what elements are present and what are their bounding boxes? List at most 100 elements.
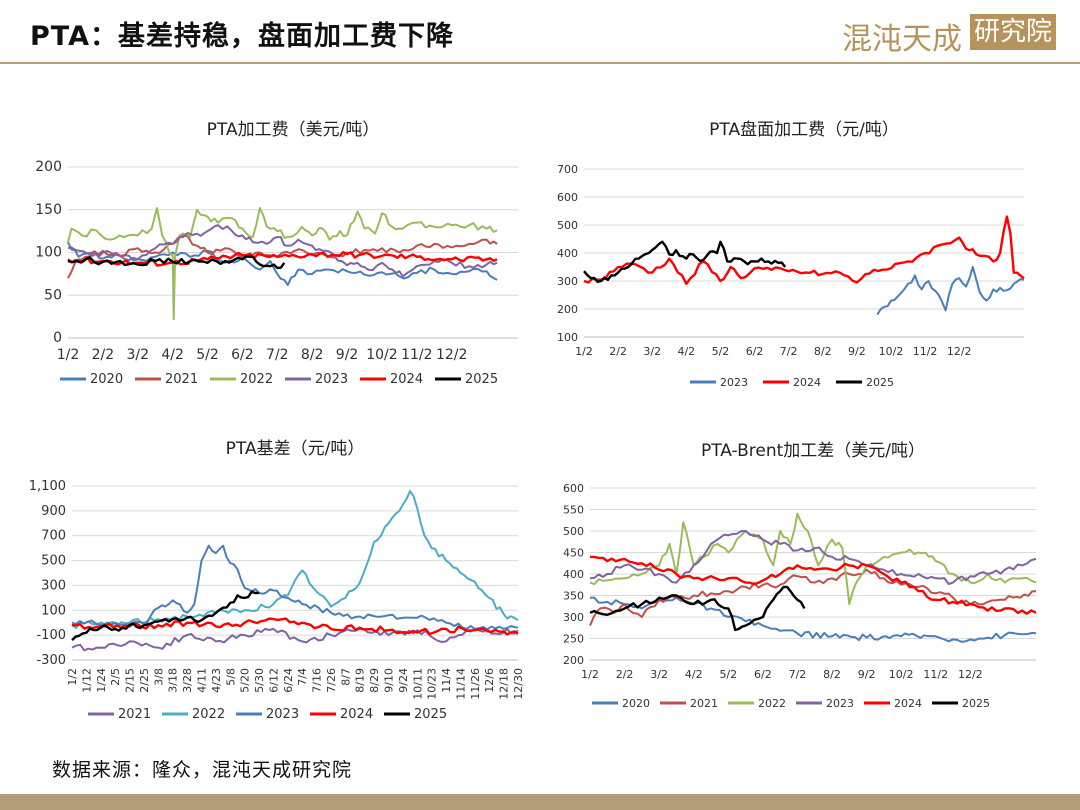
y-tick-label: 300 [557, 275, 578, 288]
legend-label: 2025 [465, 372, 498, 387]
series-line-2021 [67, 234, 498, 279]
x-tick-label: 5/2 [196, 347, 219, 363]
logo-box-text: 研究院 [970, 14, 1056, 50]
chart-processing-fee-usd: PTA加工费（美元/吨） 0 50 100 150 200 1/2 2/2 3/2 4/2 5/2 6… [0, 110, 540, 400]
x-tick-label: 1/2 [581, 668, 599, 681]
y-tick-label: 450 [563, 547, 584, 560]
legend-label: 2023 [720, 376, 748, 389]
y-tick-label: 200 [563, 654, 584, 667]
y-tick-label: 400 [563, 568, 584, 581]
series-line-2024 [67, 251, 498, 267]
series-line-2021 [71, 627, 519, 652]
x-tick-label: 8/2 [814, 345, 832, 358]
x-tick-label: 6/2 [231, 347, 254, 363]
data-source-note: 数据来源：隆众，混沌天成研究院 [52, 759, 353, 781]
y-tick-label: 400 [557, 247, 578, 260]
legend-label: 2023 [266, 707, 299, 722]
y-tick-label: 200 [35, 159, 62, 175]
legend-label: 2024 [793, 376, 821, 389]
x-tick-label: 6/12 [267, 668, 280, 693]
x-tick-label: 6/2 [754, 668, 772, 681]
y-tick-label: 600 [563, 482, 584, 495]
logo-text: 混沌天成 [842, 22, 962, 57]
x-tick-label: 1/2 [66, 668, 79, 686]
x-tick-label: 1/2 [57, 347, 80, 363]
y-tick-label: 1,100 [29, 479, 66, 494]
x-tick-label: 4/2 [161, 347, 184, 363]
legend-label: 2023 [315, 372, 348, 387]
series-line-2023 [876, 266, 1025, 316]
chart-futures-processing-fee: PTA盘面加工费（元/吨） 100 200 300 400 500 600 700 1/2 2/2… [540, 110, 1080, 400]
x-tick-label: 5/2 [719, 668, 737, 681]
y-tick-label: 700 [557, 163, 578, 176]
x-tick-label: 2/2 [609, 345, 627, 358]
x-tick-label: 3/2 [643, 345, 661, 358]
legend-label: 2021 [690, 697, 718, 710]
legend-label: 2021 [118, 707, 151, 722]
x-tick-label: 10/2 [366, 347, 397, 363]
series-line-2023 [71, 544, 519, 631]
legend-label: 2024 [390, 372, 423, 387]
x-tick-label: 8/7 [339, 668, 352, 686]
x-tick-label: 7/26 [325, 668, 338, 693]
x-tick-label: 5/8 [224, 668, 237, 686]
y-tick-label: 100 [35, 245, 62, 261]
series-line-2025 [67, 255, 286, 270]
chart-brent-spread: PTA-Brent加工差（美元/吨） 200 250 300 350 400 450 500 5… [540, 430, 1080, 730]
x-tick-label: 3/28 [181, 668, 194, 693]
x-tick-label: 12/2 [436, 347, 467, 363]
y-tick-label: 100 [557, 331, 578, 344]
chart-title: PTA加工费（美元/吨） [207, 120, 380, 140]
y-tick-label: 300 [41, 578, 66, 593]
y-tick-label: 150 [35, 202, 62, 218]
x-tick-label: 9/10 [383, 668, 396, 693]
x-tick-label: 2/15 [124, 668, 137, 693]
y-tick-label: 500 [563, 525, 584, 538]
x-tick-label: 7/4 [296, 668, 309, 686]
x-tick-label: 7/2 [266, 347, 289, 363]
x-tick-label: 1/24 [95, 668, 108, 693]
y-tick-label: 600 [557, 191, 578, 204]
x-tick-label: 4/11 [195, 668, 208, 693]
x-tick-label: 9/2 [848, 345, 866, 358]
x-tick-label: 10/11 [411, 668, 424, 700]
chart-title: PTA基差（元/吨） [226, 439, 365, 459]
x-tick-label: 8/29 [368, 668, 381, 693]
x-tick-label: 2/2 [92, 347, 115, 363]
x-tick-label: 5/20 [239, 668, 252, 693]
chart-title: PTA盘面加工费（元/吨） [709, 120, 899, 140]
y-tick-label: 350 [563, 590, 584, 603]
series-line-2024 [583, 215, 1025, 285]
x-tick-label: 11/4 [440, 668, 453, 693]
x-tick-label: 10/2 [879, 345, 904, 358]
x-tick-label: 3/18 [167, 668, 180, 693]
legend-label: 2020 [90, 372, 123, 387]
y-tick-label: 0 [53, 330, 62, 346]
x-tick-label: 11/14 [454, 668, 467, 700]
legend-label: 2022 [240, 372, 273, 387]
x-tick-label: 1/12 [80, 668, 93, 693]
x-tick-label: 10/23 [426, 668, 439, 700]
legend-label: 2022 [192, 707, 225, 722]
legend-label: 2024 [340, 707, 373, 722]
legend-label: 2024 [894, 697, 922, 710]
x-tick-label: 3/2 [650, 668, 668, 681]
x-tick-label: 11/2 [401, 347, 432, 363]
header-divider [0, 62, 1080, 64]
y-tick-label: -300 [36, 653, 66, 668]
x-tick-label: 7/2 [780, 345, 798, 358]
x-tick-label: 5/2 [712, 345, 730, 358]
series-line-2020 [589, 596, 1037, 643]
legend-label: 2021 [165, 372, 198, 387]
x-tick-label: 7/2 [789, 668, 807, 681]
x-tick-label: 12/2 [958, 668, 983, 681]
x-tick-label: 4/23 [210, 668, 223, 693]
y-tick-label: 700 [41, 529, 66, 544]
series-line-2023 [589, 530, 1037, 585]
legend-label: 2022 [758, 697, 786, 710]
y-tick-label: 100 [41, 603, 66, 618]
y-tick-label: 550 [563, 504, 584, 517]
page-title: PTA：基差持稳，盘面加工费下降 [30, 21, 455, 52]
x-tick-label: 4/2 [677, 345, 695, 358]
y-tick-label: 200 [557, 303, 578, 316]
